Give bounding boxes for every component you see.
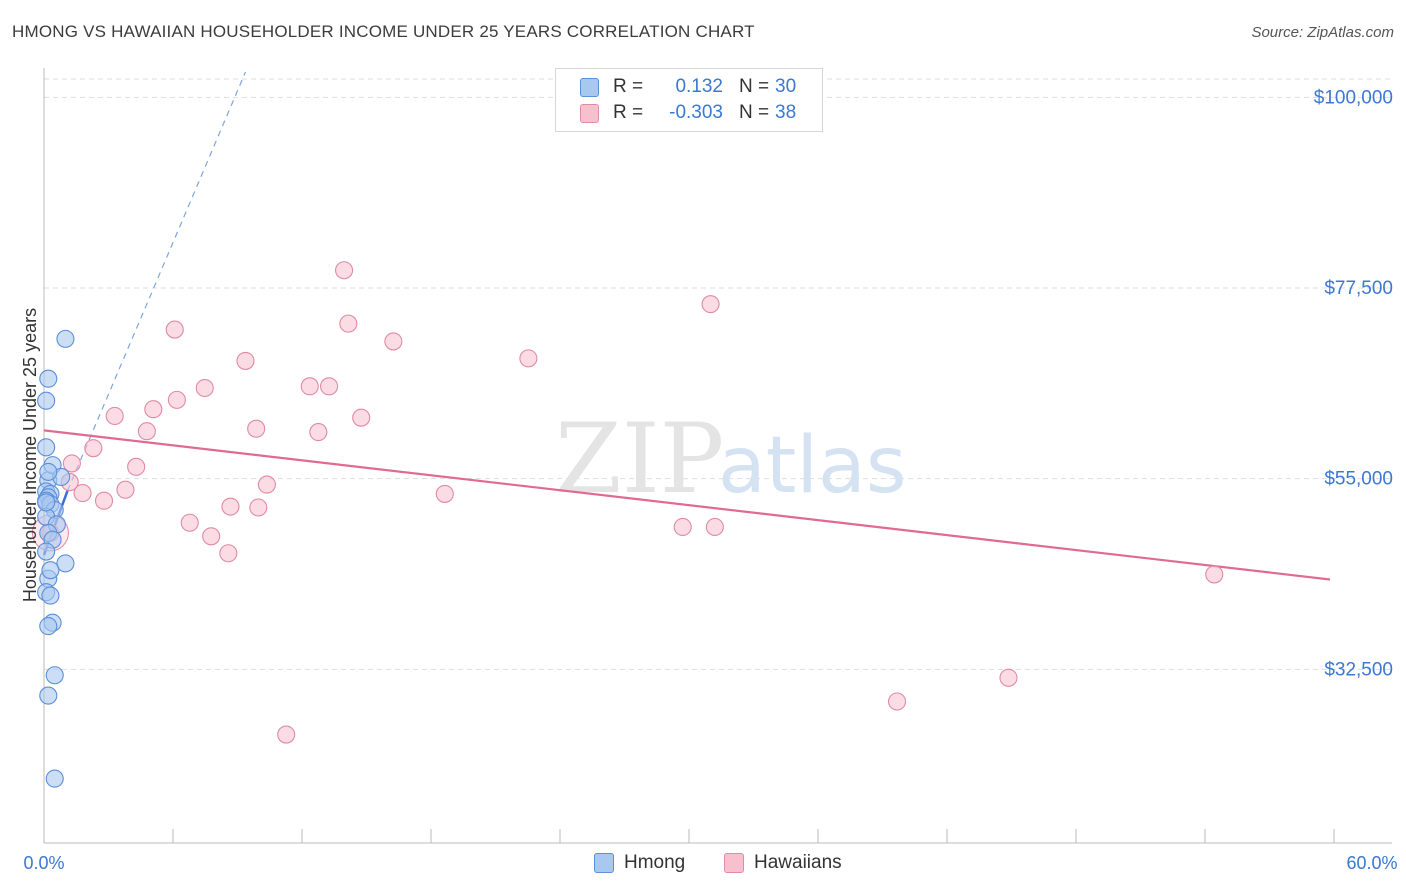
legend-r-value: -0.303	[669, 102, 723, 123]
hawaiians-point	[202, 527, 221, 546]
legend-item-hmong[interactable]: Hmong	[594, 852, 685, 874]
hmong-point	[41, 561, 60, 580]
legend-n-value: 30	[775, 76, 797, 97]
hawaiians-point	[137, 422, 156, 441]
watermark: ZIP atlas	[555, 403, 907, 515]
series-legend: Hmong Hawaiians	[0, 852, 1406, 878]
hmong-swatch	[580, 77, 599, 97]
hawaiians-point	[180, 513, 199, 532]
hawaiians-point	[195, 378, 214, 398]
hmong-point	[45, 769, 64, 788]
hawaiians-swatch	[580, 103, 599, 123]
hmong-point	[56, 554, 75, 573]
y-axis-label: Householder Income Under 25 years	[20, 308, 40, 602]
hmong-point	[37, 438, 56, 457]
x-tick-label-max: 60.0%	[1346, 853, 1397, 873]
legend-n-value: 38	[775, 102, 797, 123]
hawaiians-point	[339, 314, 358, 333]
y-tick-label: $55,000	[1324, 469, 1393, 490]
hawaiians-point	[236, 351, 255, 370]
hawaiians-point	[309, 423, 328, 442]
hmong-point	[45, 666, 64, 685]
hawaiians-point	[887, 692, 907, 711]
legend-r-value: 0.132	[675, 76, 723, 97]
hawaiians-points	[31, 261, 1224, 744]
hmong-point	[37, 493, 56, 512]
hmong-point	[39, 617, 58, 636]
y-tick-label: $100,000	[1314, 87, 1393, 108]
hawaiians-point	[300, 377, 319, 396]
hawaiians-point	[84, 439, 103, 458]
hmong-point	[56, 329, 75, 348]
legend-row-hawaiians: R = -0.303 N = 38	[556, 100, 796, 126]
hawaiians-point	[335, 261, 354, 280]
hawaiians-point	[701, 295, 720, 314]
hawaiians-point	[165, 320, 184, 339]
hawaiians-point	[144, 400, 163, 419]
hawaiians-point	[94, 491, 114, 510]
legend-item-hawaiians[interactable]: Hawaiians	[724, 852, 842, 874]
watermark-zip: ZIP	[555, 403, 724, 515]
hmong-point	[37, 542, 56, 561]
watermark-atlas: atlas	[718, 421, 907, 511]
y-tick-labels: $32,500 $55,000 $77,500 $100,000	[1314, 87, 1393, 680]
hawaiians-point	[247, 419, 266, 438]
hmong-points	[37, 329, 75, 788]
y-tick-label: $32,500	[1324, 659, 1393, 680]
hawaiians-point	[116, 480, 135, 499]
hawaiians-point	[257, 475, 276, 494]
hawaiians-point	[219, 544, 238, 563]
grid-lines	[44, 78, 1392, 670]
legend-n-label: N =	[739, 76, 770, 97]
hawaiians-point	[673, 517, 692, 537]
hmong-point	[39, 369, 58, 388]
legend-n-label: N =	[739, 102, 770, 123]
hmong-legend-label: Hmong	[624, 852, 686, 873]
hmong-point	[39, 462, 58, 481]
hawaiians-trend-line	[43, 429, 1331, 581]
hawaiians-point	[999, 668, 1018, 687]
hawaiians-legend-label: Hawaiians	[754, 852, 842, 873]
hawaiians-point	[435, 484, 454, 503]
hawaiians-point	[62, 454, 81, 473]
hmong-point	[37, 391, 56, 410]
y-tick-label: $77,500	[1324, 278, 1393, 299]
hawaiians-point	[1205, 565, 1224, 584]
legend-r-label: R =	[613, 102, 644, 123]
hawaiians-point	[320, 377, 339, 396]
hawaiians-point	[167, 390, 186, 409]
legend-row-hmong: R = 0.132 N = 30	[556, 74, 796, 100]
chart-title: HMONG VS HAWAIIAN HOUSEHOLDER INCOME UND…	[12, 22, 755, 41]
legend-r-label: R =	[613, 76, 644, 97]
hawaiians-point	[127, 457, 146, 476]
hmong-trend-dashed	[67, 71, 247, 491]
hawaiians-point	[73, 484, 92, 503]
hawaiians-point	[519, 349, 538, 368]
hmong-legend-swatch	[594, 853, 614, 873]
hawaiians-point	[277, 725, 296, 744]
hawaiians-legend-swatch	[724, 853, 744, 873]
hmong-point	[41, 586, 60, 605]
hawaiians-point	[105, 406, 124, 426]
source-label: Source: ZipAtlas.com	[1251, 24, 1394, 41]
stats-legend: R = 0.132 N = 30 R = -0.303 N = 38	[555, 68, 823, 132]
hawaiians-point	[705, 517, 724, 537]
x-tick-label-min: 0.0%	[23, 853, 64, 873]
hawaiians-point	[352, 408, 371, 427]
hawaiians-point	[249, 498, 268, 517]
hmong-point	[39, 686, 58, 705]
hawaiians-point	[384, 332, 403, 351]
hawaiians-point	[221, 497, 240, 516]
